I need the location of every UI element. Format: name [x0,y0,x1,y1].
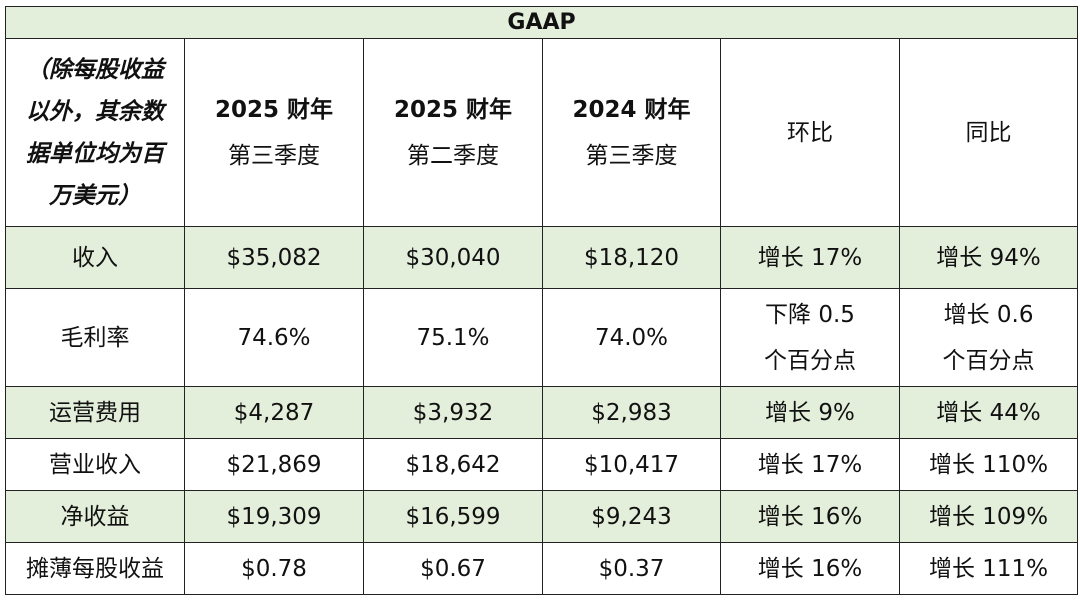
cell-yoy: 增长 0.6 个百分点 [898,288,1079,387]
cell-yoy: 增长 44% [898,386,1079,439]
cell-value: $16,599 [363,490,543,543]
col-header-fy25-q2: 2025 财年 第二季度 [363,38,543,227]
cell-qoq: 增长 16% [720,490,900,543]
cell-value: $3,932 [363,386,543,439]
cell-line: 个百分点 [764,347,856,374]
row-label: 摊薄每股收益 [5,542,185,595]
cell-value: $18,642 [363,438,543,491]
table-row-operating-income: 营业收入 $21,869 $18,642 $10,417 增长 17% 增长 1… [5,438,1079,491]
table-title: GAAP [4,6,1079,39]
table-row-gross-margin: 毛利率 74.6% 75.1% 74.0% 下降 0.5 个百分点 增长 0.6… [5,288,1079,387]
header-row: （除每股收益 以外，其余数 据单位均为百 万美元） 2025 财年 第三季度 2… [5,38,1079,227]
cell-line: 下降 0.5 [765,301,855,328]
row-label: 营业收入 [5,438,185,491]
col-header-quarter: 第三季度 [585,142,678,169]
cell-qoq: 下降 0.5 个百分点 [720,288,900,387]
col-header-quarter: 第三季度 [228,142,320,169]
cell-value: $9,243 [542,490,721,543]
cell-value: $4,287 [184,386,364,439]
table-row-net-income: 净收益 $19,309 $16,599 $9,243 增长 16% 增长 109… [5,490,1079,543]
cell-value: $21,869 [184,438,364,491]
cell-qoq: 增长 17% [720,226,900,289]
unit-note-line: 据单位均为百 [26,140,164,167]
cell-value: $10,417 [542,438,721,491]
cell-qoq: 增长 16% [720,542,900,595]
cell-yoy: 增长 111% [898,542,1079,595]
col-header-fy25-q3: 2025 财年 第三季度 [184,38,364,227]
table-row-diluted-eps: 摊薄每股收益 $0.78 $0.67 $0.37 增长 16% 增长 111% [5,542,1079,595]
unit-note-line: 万美元） [49,182,141,209]
col-header-year: 2024 财年 [572,96,691,123]
gaap-financial-table: GAAP （除每股收益 以外，其余数 据单位均为百 万美元） 2025 财年 第… [4,6,1079,595]
row-label: 毛利率 [5,288,185,387]
row-label: 净收益 [5,490,185,543]
cell-yoy: 增长 109% [898,490,1079,543]
cell-value: $19,309 [184,490,364,543]
unit-note-line: 以外，其余数 [26,98,164,125]
unit-note-line: （除每股收益 [26,56,164,83]
cell-value: 74.0% [542,288,721,387]
cell-value: $0.78 [184,542,364,595]
cell-qoq: 增长 9% [720,386,900,439]
col-header-fy24-q3: 2024 财年 第三季度 [542,38,721,227]
cell-value: $0.67 [363,542,543,595]
unit-note: （除每股收益 以外，其余数 据单位均为百 万美元） [5,38,185,227]
cell-value: 75.1% [363,288,543,387]
cell-value: 74.6% [184,288,364,387]
cell-line: 个百分点 [942,347,1035,374]
col-header-quarter: 第二季度 [407,142,499,169]
table-row-operating-expenses: 运营费用 $4,287 $3,932 $2,983 增长 9% 增长 44% [5,386,1079,439]
col-header-year: 2025 财年 [214,96,334,123]
cell-yoy: 增长 94% [898,226,1079,289]
row-label: 运营费用 [5,386,185,439]
cell-value: $0.37 [542,542,721,595]
cell-value: $2,983 [542,386,721,439]
col-header-year: 2025 财年 [393,96,513,123]
col-header-yoy: 同比 [898,38,1079,227]
col-header-qoq: 环比 [720,38,900,227]
row-label: 收入 [5,226,185,289]
cell-value: $30,040 [363,226,543,289]
cell-qoq: 增长 17% [720,438,900,491]
cell-yoy: 增长 110% [898,438,1079,491]
cell-value: $18,120 [542,226,721,289]
cell-value: $35,082 [184,226,364,289]
table-row-revenue: 收入 $35,082 $30,040 $18,120 增长 17% 增长 94% [5,226,1079,289]
cell-line: 增长 0.6 [943,301,1034,328]
